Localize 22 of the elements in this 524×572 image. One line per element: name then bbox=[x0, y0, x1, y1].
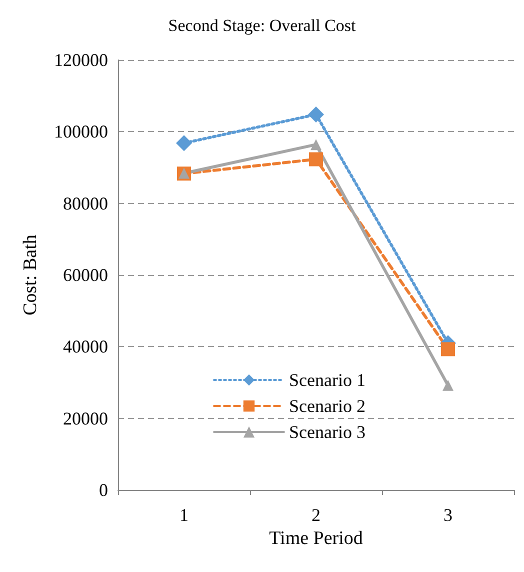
point bbox=[310, 139, 322, 150]
x-axis-title: Time Period bbox=[269, 528, 364, 549]
legend-label: Scenario 3 bbox=[289, 422, 366, 442]
y-tick-label: 40000 bbox=[63, 336, 108, 357]
legend-label: Scenario 1 bbox=[289, 370, 366, 390]
y-tick-label: 120000 bbox=[54, 50, 108, 70]
point bbox=[442, 380, 454, 391]
y-tick-label: 20000 bbox=[63, 408, 108, 428]
point bbox=[308, 106, 324, 122]
y-axis-title: Cost: Bath bbox=[20, 234, 41, 316]
chart-title: Second Stage: Overall Cost bbox=[168, 16, 356, 35]
y-tick-label: 0 bbox=[99, 480, 108, 500]
x-tick-label: 2 bbox=[312, 505, 320, 525]
x-tick-label: 3 bbox=[444, 505, 452, 525]
y-tick-label: 100000 bbox=[54, 122, 108, 142]
y-tick-label: 60000 bbox=[63, 265, 108, 285]
legend-label: Scenario 2 bbox=[289, 396, 366, 416]
point bbox=[176, 135, 192, 152]
point bbox=[441, 342, 455, 356]
x-tick-label: 1 bbox=[180, 505, 188, 525]
y-tick-label: 80000 bbox=[63, 193, 108, 214]
point bbox=[309, 152, 323, 166]
